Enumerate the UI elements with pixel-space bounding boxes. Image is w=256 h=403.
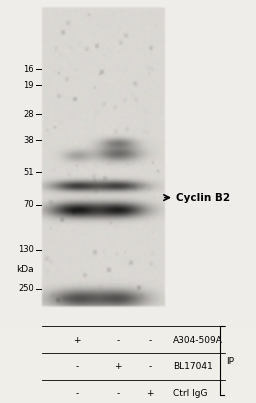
Text: 51: 51 <box>24 168 34 177</box>
Text: kDa: kDa <box>16 265 34 274</box>
Text: -: - <box>148 336 152 345</box>
Text: IP: IP <box>226 357 234 366</box>
Text: 28: 28 <box>23 110 34 119</box>
Text: -: - <box>75 362 79 371</box>
Text: Ctrl IgG: Ctrl IgG <box>173 389 208 398</box>
Text: 38: 38 <box>23 136 34 145</box>
Text: -: - <box>116 336 120 345</box>
Text: -: - <box>116 389 120 398</box>
Text: Cyclin B2: Cyclin B2 <box>176 193 230 203</box>
Text: +: + <box>146 389 154 398</box>
Text: -: - <box>148 362 152 371</box>
Text: BL17041: BL17041 <box>173 362 213 371</box>
Text: A304-509A: A304-509A <box>173 336 223 345</box>
Text: +: + <box>114 362 122 371</box>
Text: 19: 19 <box>24 81 34 90</box>
Text: 70: 70 <box>23 200 34 209</box>
Text: -: - <box>75 389 79 398</box>
Text: +: + <box>73 336 81 345</box>
Text: 250: 250 <box>18 284 34 293</box>
Text: 16: 16 <box>23 65 34 74</box>
Text: 130: 130 <box>18 245 34 254</box>
